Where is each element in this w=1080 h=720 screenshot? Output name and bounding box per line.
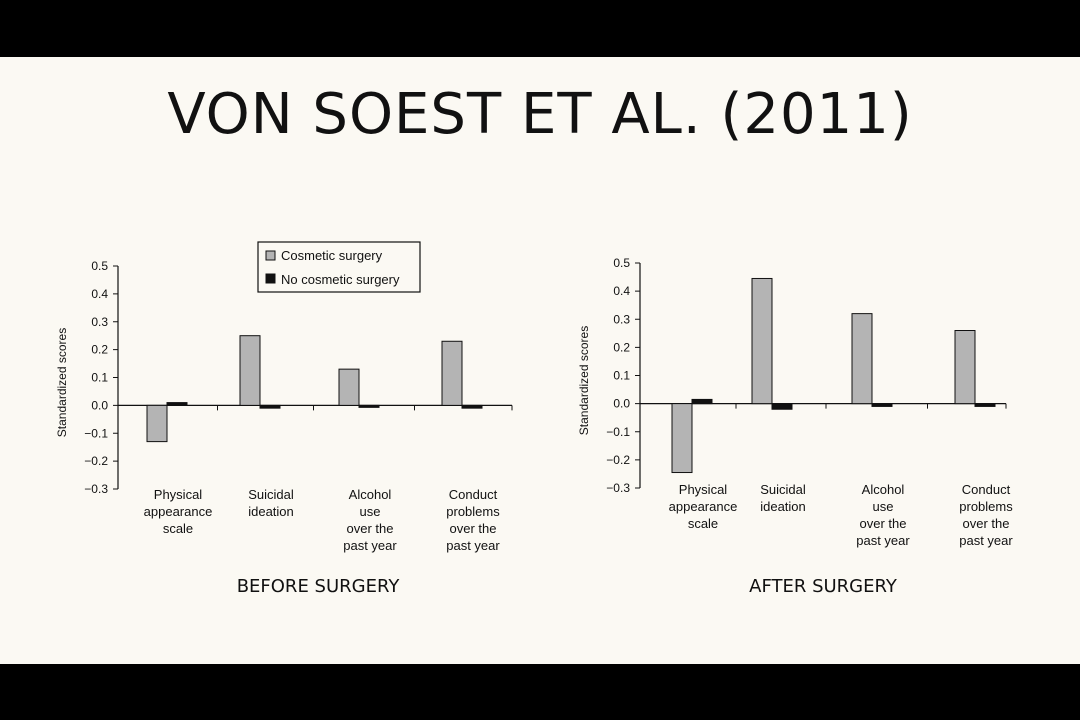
- y-tick-label: 0.3: [91, 315, 108, 329]
- legend-swatch-cosmetic: [265, 250, 276, 261]
- bar-cosmetic-surgery: [338, 368, 360, 406]
- bar-no-cosmetic-surgery: [358, 404, 380, 408]
- category-label: Physical: [154, 487, 203, 502]
- y-tick-label: −0.3: [606, 481, 630, 495]
- category-label: problems: [446, 504, 500, 519]
- letterbox-bottom: [0, 664, 1080, 720]
- bar-no-cosmetic-surgery: [871, 403, 893, 407]
- category-label: past year: [343, 538, 397, 553]
- y-tick-label: −0.1: [606, 425, 630, 439]
- category-label: ideation: [760, 499, 806, 514]
- y-tick-label: −0.2: [606, 453, 630, 467]
- bar-no-cosmetic-surgery: [166, 402, 188, 406]
- category-label: over the: [450, 521, 497, 536]
- category-label: ideation: [248, 504, 294, 519]
- y-tick-label: 0.4: [91, 287, 108, 301]
- bar-no-cosmetic-surgery: [771, 403, 793, 410]
- y-tick-label: 0.1: [613, 369, 630, 383]
- y-tick-label: −0.2: [84, 454, 108, 468]
- y-tick-label: −0.3: [84, 482, 108, 496]
- y-tick-label: 0.3: [613, 312, 630, 326]
- category-label: scale: [688, 516, 718, 531]
- y-tick-label: 0.2: [613, 340, 630, 354]
- bar-cosmetic-surgery: [851, 313, 873, 405]
- legend-swatch-no-cosmetic: [265, 273, 276, 284]
- legend-label-cosmetic: Cosmetic surgery: [281, 248, 383, 263]
- category-label: Conduct: [962, 482, 1011, 497]
- bar-cosmetic-surgery: [671, 403, 693, 474]
- y-tick-label: 0.2: [91, 343, 108, 357]
- category-label: Conduct: [449, 487, 498, 502]
- bar-cosmetic-surgery: [239, 335, 261, 406]
- y-tick-label: 0.4: [613, 284, 630, 298]
- legend-label-no-cosmetic: No cosmetic surgery: [281, 272, 400, 287]
- bar-cosmetic-surgery: [441, 340, 463, 406]
- y-tick-label: 0.0: [91, 398, 108, 412]
- legend-box: [257, 241, 421, 293]
- category-label: Suicidal: [248, 487, 294, 502]
- chart-caption: BEFORE SURGERY: [237, 576, 401, 597]
- category-label: Alcohol: [862, 482, 905, 497]
- category-label: over the: [963, 516, 1010, 531]
- y-tick-label: −0.1: [84, 426, 108, 440]
- bar-cosmetic-surgery: [751, 277, 773, 405]
- chart-caption: AFTER SURGERY: [749, 576, 898, 597]
- category-label: appearance: [144, 504, 213, 519]
- category-label: over the: [860, 516, 907, 531]
- y-axis-title: Standardized scores: [577, 326, 591, 435]
- category-label: over the: [347, 521, 394, 536]
- category-label: Alcohol: [349, 487, 392, 502]
- category-label: problems: [959, 499, 1013, 514]
- category-label: Physical: [679, 482, 728, 497]
- bar-no-cosmetic-surgery: [974, 403, 996, 407]
- category-label: past year: [446, 538, 500, 553]
- y-tick-label: 0.0: [613, 397, 630, 411]
- bar-no-cosmetic-surgery: [691, 398, 713, 405]
- category-label: past year: [856, 533, 910, 548]
- letterbox-top: [0, 0, 1080, 57]
- category-label: use: [873, 499, 894, 514]
- category-label: appearance: [669, 499, 738, 514]
- y-axis-title: Standardized scores: [55, 328, 69, 437]
- slide: [0, 57, 1080, 664]
- bar-cosmetic-surgery: [146, 404, 168, 443]
- category-label: scale: [163, 521, 193, 536]
- slide-title: VON SOEST ET AL. (2011): [167, 82, 913, 147]
- bar-cosmetic-surgery: [954, 330, 976, 405]
- y-tick-label: 0.5: [613, 256, 630, 270]
- category-label: Suicidal: [760, 482, 806, 497]
- bar-no-cosmetic-surgery: [461, 404, 483, 409]
- bar-no-cosmetic-surgery: [259, 404, 281, 409]
- y-tick-label: 0.5: [91, 259, 108, 273]
- y-tick-label: 0.1: [91, 371, 108, 385]
- category-label: past year: [959, 533, 1013, 548]
- category-label: use: [360, 504, 381, 519]
